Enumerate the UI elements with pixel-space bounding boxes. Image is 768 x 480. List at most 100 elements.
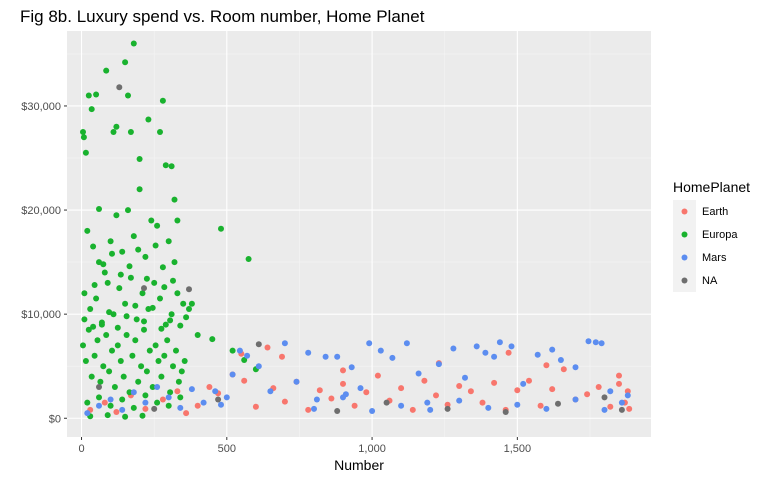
data-point [159,97,166,104]
data-point [188,300,195,307]
data-point [255,363,262,370]
data-point [174,388,181,395]
data-point [141,326,147,333]
data-point [106,368,113,375]
data-point [264,344,271,351]
data-point [119,396,126,403]
data-point [158,373,165,380]
legend-title: HomePlanet [673,179,750,195]
data-point [170,277,176,284]
data-point [467,388,474,395]
data-point [255,341,262,348]
legend-label: Earth [702,206,728,218]
legend-label: NA [702,275,718,287]
data-point [109,250,115,257]
data-point [281,340,288,347]
data-point [96,402,102,409]
data-point [100,363,107,370]
data-point [444,405,451,412]
data-point [90,323,97,330]
data-point [398,385,405,392]
data-point [334,353,341,360]
data-point [183,410,190,417]
data-point [624,392,631,399]
data-point [119,406,126,413]
data-point [601,406,608,413]
data-point [136,186,143,193]
data-point [135,246,142,253]
data-point [340,394,346,401]
data-point [125,207,131,214]
chart-title: Fig 8b. Luxury spend vs. Room number, Ho… [20,7,425,26]
data-point [132,337,139,344]
data-point [162,321,169,328]
data-point [328,395,335,402]
data-point [168,311,175,318]
data-point [549,386,556,393]
data-point [141,285,147,292]
x-tick-label: 0 [78,443,84,455]
data-point [104,412,111,419]
data-point [177,404,184,411]
data-point [616,372,622,379]
data-point [151,279,158,286]
data-point [194,402,201,409]
data-point [537,402,544,409]
data-point [113,212,120,219]
data-point [170,363,176,370]
data-point [122,300,129,307]
data-point [143,368,150,375]
data-point [479,399,486,406]
data-point [98,319,105,326]
data-point [508,343,515,350]
data-point [96,206,102,212]
data-point [100,261,107,268]
data-point [403,340,410,347]
data-point [526,377,532,384]
data-point [241,357,248,363]
data-point [473,343,480,350]
data-point [175,378,182,385]
data-point [141,318,147,325]
data-point [245,256,252,262]
data-point [154,222,161,229]
data-point [145,116,152,123]
data-point [180,300,187,307]
data-point [139,290,146,297]
data-point [84,410,91,417]
legend-item-europa: Europa [673,223,738,246]
x-tick-label: 1,500 [504,443,532,455]
data-point [103,67,110,74]
data-point [444,401,451,408]
data-point [560,366,567,373]
data-point [82,358,89,364]
data-point [218,401,224,408]
data-point [88,373,95,380]
data-point [626,405,633,412]
data-point [252,403,259,410]
data-point [116,285,123,292]
data-point [598,340,605,347]
data-point [514,401,521,408]
data-point [101,269,108,276]
data-point [322,353,329,360]
data-point [313,396,320,403]
data-point [111,384,118,390]
data-point [82,149,89,156]
data-point [209,336,216,343]
data-point [398,402,405,409]
data-point [107,396,114,403]
data-point [491,353,498,360]
data-point [616,380,622,387]
data-point [96,394,102,401]
series-europa [80,40,259,420]
data-point [241,377,248,384]
data-point [212,388,219,395]
data-point [94,337,101,344]
data-point [377,347,384,354]
data-point [126,263,133,270]
data-point [165,238,172,245]
data-point [80,134,87,141]
legend-item-na: NA [673,269,718,292]
data-point [152,342,159,349]
